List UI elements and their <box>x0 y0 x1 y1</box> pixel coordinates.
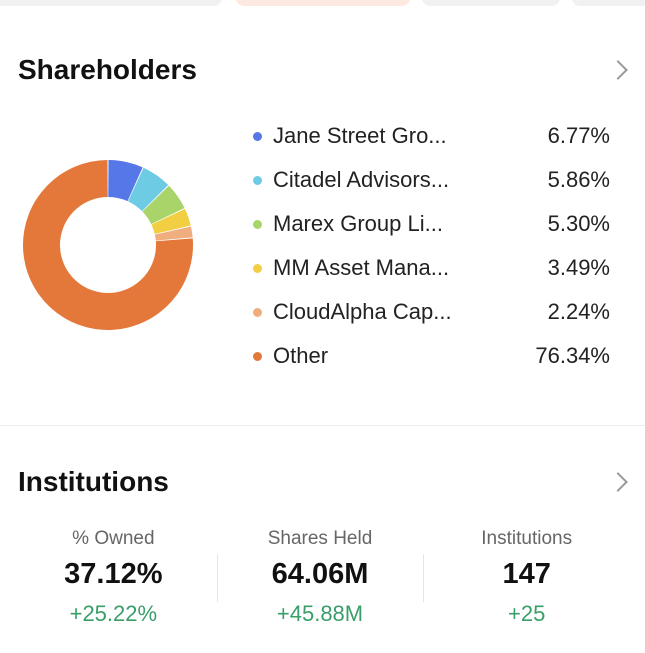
stat-label: % Owned <box>72 528 155 549</box>
stat-value: 37.12% <box>64 558 163 590</box>
stat-value: 64.06M <box>271 558 369 590</box>
legend-dot-icon <box>253 263 262 273</box>
legend-label: CloudAlpha Cap... <box>273 299 452 324</box>
institutions-stats: % Owned 37.12% +25.22% Shares Held 64.06… <box>10 526 630 636</box>
legend-percent: 5.30% <box>547 211 610 236</box>
shareholders-title: Shareholders <box>18 54 197 85</box>
donut-slice[interactable] <box>142 185 185 225</box>
legend-dot-icon <box>253 175 262 185</box>
legend-percent: 2.24% <box>547 299 610 324</box>
chevron-right-icon[interactable] <box>608 472 628 492</box>
top-tab-strip <box>0 0 645 8</box>
top-tab[interactable] <box>0 0 222 6</box>
shareholders-legend: Jane Street Gro... 6.77% Citadel Advisors.… <box>250 114 610 378</box>
stat-label: Institutions <box>481 528 573 549</box>
legend-item[interactable]: Marex Group Li... 5.30% <box>250 202 610 246</box>
legend-percent: 3.49% <box>547 255 610 280</box>
legend-label: Citadel Advisors... <box>273 167 450 192</box>
stat-change: +25 <box>508 601 546 626</box>
top-tab[interactable] <box>422 0 560 6</box>
legend-item[interactable]: CloudAlpha Cap... 2.24% <box>250 290 610 334</box>
stat-shares-held: Shares Held 64.06M +45.88M <box>216 526 424 636</box>
stat-change: +45.88M <box>276 601 364 626</box>
legend-item[interactable]: Other 76.34% <box>250 334 610 378</box>
legend-item[interactable]: MM Asset Mana... 3.49% <box>250 246 610 290</box>
donut-slice[interactable] <box>108 160 143 202</box>
legend-dot-icon <box>253 351 262 361</box>
stat-institutions: Institutions 147 +25 <box>423 526 630 636</box>
legend-item[interactable]: Jane Street Gro... 6.77% <box>250 114 610 158</box>
legend-percent: 6.77% <box>547 123 610 148</box>
legend-label: MM Asset Mana... <box>273 255 450 280</box>
donut-slice[interactable] <box>23 160 194 330</box>
donut-slice[interactable] <box>154 226 193 241</box>
stat-value: 147 <box>502 558 551 590</box>
top-tab-active[interactable] <box>236 0 410 6</box>
legend-label: Marex Group Li... <box>273 211 443 236</box>
legend-label: Other <box>273 343 329 368</box>
legend-label: Jane Street Gro... <box>273 123 447 148</box>
legend-percent: 76.34% <box>535 343 610 368</box>
stat-change: +25.22% <box>69 601 158 626</box>
legend-dot-icon <box>253 219 262 229</box>
legend-item[interactable]: Citadel Advisors... 5.86% <box>250 158 610 202</box>
stat-label: Shares Held <box>267 528 373 549</box>
shareholders-donut-chart <box>23 160 194 330</box>
donut-slice[interactable] <box>128 167 169 212</box>
institutions-title: Institutions <box>18 466 169 497</box>
chevron-right-icon[interactable] <box>608 60 628 80</box>
legend-percent: 5.86% <box>547 167 610 192</box>
legend-dot-icon <box>253 307 262 317</box>
stat-owned: % Owned 37.12% +25.22% <box>10 526 217 636</box>
section-divider <box>0 425 645 426</box>
top-tab[interactable] <box>572 0 645 6</box>
legend-dot-icon <box>253 131 262 141</box>
donut-slice[interactable] <box>151 208 191 235</box>
